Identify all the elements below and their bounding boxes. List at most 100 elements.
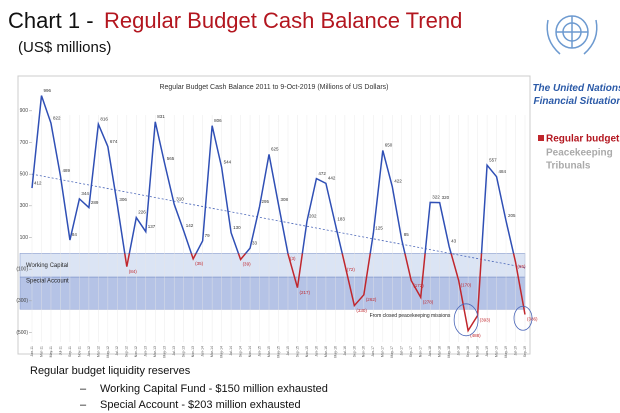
x-tick-label: Sep-17 (409, 346, 413, 357)
data-label: (488) (470, 333, 481, 338)
x-tick-label: Nov-12 (134, 346, 138, 357)
x-tick-label: May-11 (49, 346, 53, 357)
x-tick-label: Jan-17 (371, 346, 375, 357)
subtitle: (US$ millions) (18, 39, 111, 56)
data-label: 79 (205, 233, 211, 238)
x-tick-label: Jul-19 (513, 346, 517, 356)
data-label: (55) (518, 264, 527, 269)
x-tick-label: Sep-14 (238, 346, 242, 357)
legend-swatch (538, 135, 544, 141)
x-tick-label: Mar-12 (96, 346, 100, 357)
data-label: 489 (62, 168, 70, 173)
data-label: 674 (110, 139, 118, 144)
x-tick-label: Sep-18 (466, 346, 470, 357)
data-label: 308 (281, 197, 289, 202)
data-label: 183 (337, 217, 345, 222)
data-label: 565 (167, 156, 175, 161)
footer-heading: Regular budget liquidity reserves (30, 365, 191, 377)
x-tick-label: Jul-14 (229, 346, 233, 356)
y-tick-label: (500) (16, 330, 28, 336)
x-tick-label: Sep-12 (125, 346, 129, 357)
chart-title: Regular Budget Cash Balance 2011 to 9-Oc… (159, 84, 388, 91)
x-tick-label: Jan-14 (201, 346, 205, 357)
data-label: (278) (423, 300, 434, 305)
x-tick-label: Jul-15 (286, 346, 290, 356)
data-label: (3) (290, 256, 296, 261)
data-label: 822 (53, 115, 61, 120)
annotation: From closed peacekeeping missions (370, 313, 451, 319)
data-label: 625 (271, 147, 279, 152)
x-tick-label: May-13 (163, 346, 167, 358)
data-label: 226 (138, 210, 146, 215)
x-tick-label: Mar-13 (153, 346, 157, 357)
data-label: 344 (81, 191, 89, 196)
x-tick-label: Sep-15 (295, 346, 299, 357)
data-label: 142 (186, 223, 194, 228)
x-tick-label: Jul-16 (343, 346, 347, 356)
x-tick-label: Jul-17 (400, 346, 404, 356)
x-tick-label: Jul-13 (172, 346, 176, 356)
legend-entry: Peacekeeping (546, 148, 613, 159)
data-label: (35) (195, 261, 204, 266)
x-tick-label: Jul-18 (457, 346, 461, 356)
data-label: (330) (356, 308, 367, 313)
data-label: 806 (214, 118, 222, 123)
x-tick-label: Jan-15 (257, 346, 261, 357)
data-label: 84 (72, 232, 78, 237)
chart-frame (17, 75, 531, 355)
data-label: 484 (499, 169, 507, 174)
data-label: 205 (508, 213, 516, 218)
data-label: (39) (243, 262, 252, 267)
data-label: 996 (43, 88, 51, 93)
x-tick-label: Jan-12 (87, 346, 91, 357)
data-label: 130 (233, 225, 241, 230)
x-tick-label: Nov-18 (476, 346, 480, 357)
data-label: 295 (262, 199, 270, 204)
y-tick-label: 300 (20, 203, 29, 209)
un-logo (546, 15, 598, 55)
data-label: (262) (366, 297, 377, 302)
x-tick-label: Mar-15 (267, 346, 271, 357)
data-label: 289 (91, 200, 99, 205)
data-label: 85 (404, 232, 410, 237)
series-line (31, 95, 526, 333)
x-tick-label: May-18 (447, 346, 451, 358)
data-label: (72) (347, 267, 356, 272)
footer-bullet: – (80, 399, 87, 411)
x-tick-label: Nov-13 (191, 346, 195, 357)
data-label: 557 (489, 157, 497, 162)
data-label: 310 (176, 196, 184, 201)
data-label: 544 (224, 159, 232, 164)
y-tick-label: (300) (16, 298, 28, 304)
highlight-circle (513, 305, 533, 331)
x-tick-label: Jan-11 (30, 346, 34, 356)
footer-bullet: – (80, 383, 87, 395)
y-tick-label: 700 (20, 140, 29, 146)
x-tick-label: Mar-14 (210, 346, 214, 357)
x-tick-label: Jul-12 (115, 346, 119, 356)
data-label: 650 (385, 143, 393, 148)
x-tick-label: Mar-16 (324, 346, 328, 357)
data-label: 322 (432, 195, 440, 200)
data-label: 816 (100, 116, 108, 121)
data-label: 125 (375, 226, 383, 231)
x-tick-label: Mar-11 (39, 346, 43, 357)
x-tick-label: Nov-16 (362, 346, 366, 357)
slide-title: Regular Budget Cash Balance Trend (104, 8, 462, 33)
footer-item: Working Capital Fund - $150 million exha… (100, 383, 328, 395)
highlight-circle (453, 303, 479, 337)
y-tick-label: 900 (20, 108, 29, 114)
data-label: 831 (157, 114, 165, 119)
x-tick-label: May-16 (333, 346, 337, 358)
data-label: (172) (413, 283, 424, 288)
y-tick-label: 500 (20, 171, 29, 177)
x-tick-label: Nov-11 (77, 346, 81, 357)
data-label: 472 (318, 171, 326, 176)
band-label: Working Capital (26, 263, 68, 269)
data-label: 137 (148, 224, 156, 229)
data-label: (84) (129, 269, 138, 274)
legend-entry: Regular budget (546, 134, 620, 145)
x-tick-label: Jan-16 (314, 346, 318, 357)
